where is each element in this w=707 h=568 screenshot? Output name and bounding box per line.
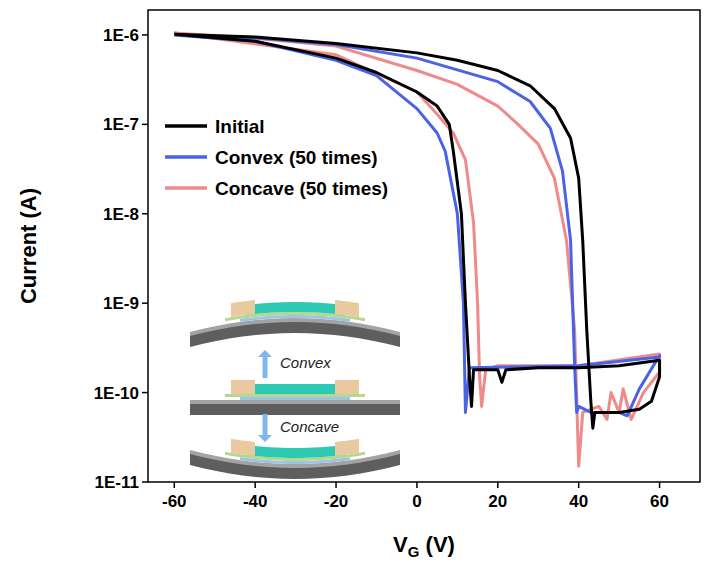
x-tick-label: 20	[488, 492, 507, 511]
y-tick-label: 1E-7	[103, 115, 139, 134]
legend-swatch	[165, 155, 207, 159]
device-layer	[245, 302, 345, 315]
x-tick-label: 40	[569, 492, 588, 511]
x-axis-title: VG (V)	[393, 532, 455, 560]
legend-swatch	[165, 186, 207, 190]
legend-label: Concave (50 times)	[215, 178, 388, 199]
y-tick-label: 1E-10	[94, 384, 139, 403]
arrow-head	[258, 435, 272, 442]
device	[190, 300, 400, 347]
x-axis-title-sub: G	[408, 543, 420, 560]
annotation: Concave	[280, 418, 339, 435]
y-tick-label: 1E-6	[103, 26, 139, 45]
x-tick-label: -60	[162, 492, 187, 511]
y-tick	[142, 213, 148, 215]
x-tick	[497, 482, 499, 488]
y-tick-label: 1E-8	[103, 205, 139, 224]
y-tick-label: 1E-11	[95, 473, 139, 492]
x-tick	[174, 482, 176, 488]
arrow-head	[258, 350, 272, 357]
device	[190, 380, 400, 415]
device-layer	[190, 400, 400, 404]
x-tick-label: 60	[650, 492, 669, 511]
y-tick	[142, 302, 148, 304]
x-tick-label: -40	[243, 492, 268, 511]
device-layer	[190, 321, 400, 347]
legend-label: Convex (50 times)	[215, 147, 378, 168]
legend-swatch	[165, 124, 207, 128]
x-tick	[578, 482, 580, 488]
annotation: Convex	[280, 354, 331, 371]
series-line	[174, 34, 659, 428]
device-layer	[231, 380, 255, 394]
x-tick-label: 0	[412, 492, 421, 511]
x-tick	[416, 482, 418, 488]
device-layer	[245, 445, 345, 458]
device-layer	[335, 300, 359, 317]
x-axis-title-main: V	[393, 532, 408, 557]
x-tick-label: -20	[324, 492, 349, 511]
x-axis-title-suffix: (V)	[419, 532, 454, 557]
y-tick	[142, 392, 148, 394]
y-tick	[142, 34, 148, 36]
device	[190, 439, 400, 479]
series-line	[174, 33, 659, 466]
device-layer	[231, 439, 255, 456]
inset-illustration: Convex Concave	[190, 300, 400, 479]
x-tick	[659, 482, 661, 488]
device-layer	[335, 380, 359, 394]
y-tick	[142, 481, 148, 483]
legend: Initial Convex (50 times) Concave (50 time…	[165, 116, 388, 199]
device-layer	[231, 300, 255, 317]
device-layer	[335, 439, 359, 456]
device-layer	[240, 397, 350, 400]
arrow-shaft	[263, 414, 268, 436]
x-tick	[254, 482, 256, 488]
legend-label: Initial	[215, 116, 265, 137]
y-tick-label: 1E-9	[103, 294, 139, 313]
device-layer	[245, 384, 345, 394]
chart: Convex Concave 1E-11 1E-10 1E-9 1E-8 1E-7 1E-6 -…	[0, 0, 707, 568]
device-layer	[225, 394, 365, 397]
plot-frame	[148, 10, 700, 482]
device-layer	[190, 318, 400, 336]
y-tick	[142, 124, 148, 126]
x-tick	[335, 482, 337, 488]
device-layer	[190, 403, 400, 415]
arrow-shaft	[263, 356, 268, 378]
y-axis-title: Current (A)	[16, 188, 41, 304]
plot-area	[174, 33, 659, 466]
